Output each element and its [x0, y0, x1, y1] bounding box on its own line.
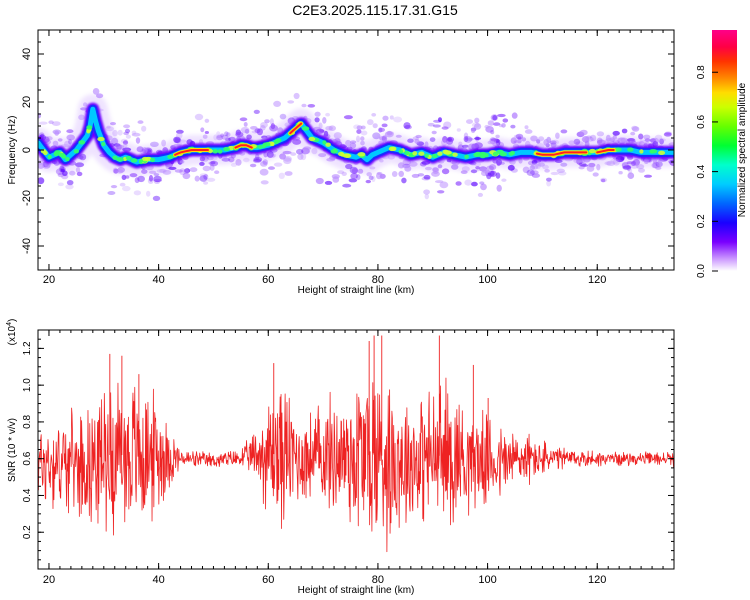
heat-x-axis-label: Height of straight line (km) [298, 285, 415, 296]
snr-x-tick-label: 100 [478, 574, 496, 586]
snr-y-axis-label: SNR (10 * v/v) [7, 418, 18, 482]
snr-y-multiplier: (x104) [6, 319, 18, 346]
heat-x-tick-label: 100 [478, 274, 496, 286]
snr-x-axis-label: Height of straight line (km) [298, 585, 415, 596]
snr-y-tick-label: 0.6 [22, 451, 33, 465]
colorbar-tick-label: 0.0 [696, 264, 707, 278]
heat-x-tick-label: 20 [43, 274, 55, 286]
hot-core-3 [535, 151, 588, 156]
snr-x-tick-label: 20 [43, 574, 55, 586]
heat-y-tick-label: -40 [21, 238, 33, 254]
spectrogram-panel: 20 40 60 80 100 120 -40 -20 0 20 40 Height of stra… [7, 29, 748, 296]
svg-text:(x104): (x104) [6, 319, 18, 346]
heat-y-tick-label: 0 [21, 147, 33, 153]
colorbar-tick-label: 0.2 [696, 214, 707, 228]
heat-y-tick-label: -20 [21, 190, 33, 206]
snr-x-tick-label: 80 [372, 574, 384, 586]
snr-y-tick-label: 0.8 [22, 415, 33, 429]
snr-y-tick-label: 1.2 [22, 341, 33, 355]
heat-y-axis-label: Frequency (Hz) [7, 116, 18, 185]
chart-title: C2E3.2025.115.17.31.G15 [292, 2, 458, 18]
snr-y-tick-label: 1.0 [22, 378, 33, 392]
snr-plot-frame [37, 329, 675, 570]
colorbar-tick-label: 0.4 [696, 164, 707, 178]
heat-y-tick-label: 40 [21, 48, 33, 60]
snr-y-tick-label: 0.2 [22, 525, 33, 539]
colorbar-tick-label: 0.8 [696, 65, 707, 79]
snr-series-line [38, 377, 674, 553]
heat-x-tick-label: 40 [152, 274, 164, 286]
snr-x-tick-label: 40 [152, 574, 164, 586]
colorbar-tick-label: 0.6 [696, 115, 707, 129]
snr-y-tick-label: 0.4 [22, 488, 33, 502]
hot-core-1 [234, 144, 253, 149]
heat-y-tick-label: 20 [21, 96, 33, 108]
colorbar-label: Normalized spectral amplitude [737, 82, 748, 217]
snr-x-tick-label: 60 [262, 574, 274, 586]
heat-x-tick-label: 120 [588, 274, 606, 286]
heat-x-tick-label: 60 [262, 274, 274, 286]
hot-core-4 [596, 149, 615, 154]
heat-x-tick-label: 80 [372, 274, 384, 286]
hot-core-2 [289, 122, 303, 135]
hot-core-0 [174, 149, 209, 156]
snr-panel: 20 40 60 80 100 120 0.2 0.4 0.6 0.8 1.0 1.2 Height … [6, 319, 675, 596]
colorbar [712, 30, 737, 271]
snr-x-tick-label: 120 [588, 574, 606, 586]
